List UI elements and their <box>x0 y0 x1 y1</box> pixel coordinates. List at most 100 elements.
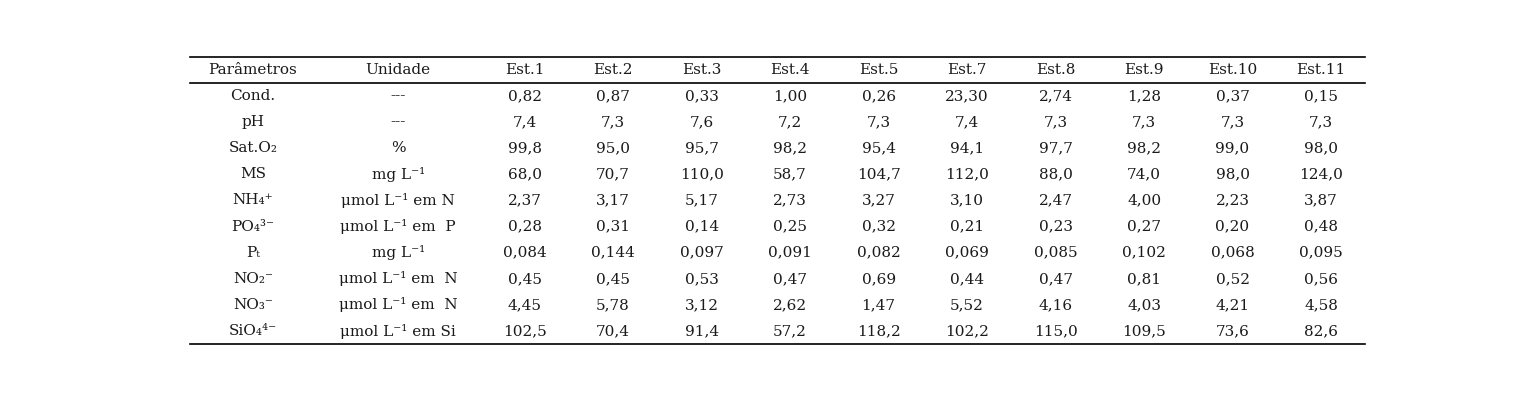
Text: 95,7: 95,7 <box>684 141 719 155</box>
Text: 124,0: 124,0 <box>1299 168 1343 181</box>
Text: 7,3: 7,3 <box>601 115 625 129</box>
Text: Unidade: Unidade <box>366 63 431 77</box>
Text: 1,00: 1,00 <box>774 89 807 103</box>
Text: Est.8: Est.8 <box>1036 63 1076 77</box>
Text: 4,58: 4,58 <box>1305 298 1338 312</box>
Text: 0,87: 0,87 <box>596 89 630 103</box>
Text: 3,17: 3,17 <box>596 193 630 208</box>
Text: Est.10: Est.10 <box>1208 63 1258 77</box>
Text: 2,47: 2,47 <box>1039 193 1073 208</box>
Text: 0,068: 0,068 <box>1211 246 1255 260</box>
Text: 0,14: 0,14 <box>684 220 719 233</box>
Text: Est.2: Est.2 <box>593 63 633 77</box>
Text: NH₄⁺: NH₄⁺ <box>232 193 273 208</box>
Text: 0,095: 0,095 <box>1299 246 1343 260</box>
Text: 0,23: 0,23 <box>1039 220 1073 233</box>
Text: 0,53: 0,53 <box>684 272 719 286</box>
Text: 70,4: 70,4 <box>596 324 630 338</box>
Text: 0,31: 0,31 <box>596 220 630 233</box>
Text: 3,87: 3,87 <box>1305 193 1338 208</box>
Text: 98,2: 98,2 <box>774 141 807 155</box>
Text: 94,1: 94,1 <box>950 141 985 155</box>
Text: 70,7: 70,7 <box>596 168 630 181</box>
Text: μmol L⁻¹ em  N: μmol L⁻¹ em N <box>338 297 458 312</box>
Text: pH: pH <box>241 115 264 129</box>
Text: 1,47: 1,47 <box>862 298 895 312</box>
Text: 5,52: 5,52 <box>950 298 985 312</box>
Text: 1,28: 1,28 <box>1127 89 1161 103</box>
Text: 2,37: 2,37 <box>508 193 542 208</box>
Text: 110,0: 110,0 <box>680 168 724 181</box>
Text: μmol L⁻¹ em N: μmol L⁻¹ em N <box>341 193 455 208</box>
Text: 7,4: 7,4 <box>956 115 978 129</box>
Text: 0,20: 0,20 <box>1215 220 1250 233</box>
Text: 0,48: 0,48 <box>1305 220 1338 233</box>
Text: 2,23: 2,23 <box>1215 193 1250 208</box>
Text: 0,32: 0,32 <box>862 220 895 233</box>
Text: 58,7: 58,7 <box>774 168 807 181</box>
Text: 4,21: 4,21 <box>1215 298 1250 312</box>
Text: 3,27: 3,27 <box>862 193 895 208</box>
Text: 0,56: 0,56 <box>1305 272 1338 286</box>
Text: 0,37: 0,37 <box>1215 89 1250 103</box>
Text: Est.1: Est.1 <box>505 63 545 77</box>
Text: Est.3: Est.3 <box>683 63 721 77</box>
Text: 102,5: 102,5 <box>502 324 546 338</box>
Text: 0,82: 0,82 <box>508 89 542 103</box>
Text: 91,4: 91,4 <box>684 324 719 338</box>
Text: 4,00: 4,00 <box>1127 193 1161 208</box>
Text: PO₄³⁻: PO₄³⁻ <box>231 220 275 233</box>
Text: 118,2: 118,2 <box>857 324 901 338</box>
Text: 7,3: 7,3 <box>1221 115 1244 129</box>
Text: 7,4: 7,4 <box>513 115 537 129</box>
Text: 82,6: 82,6 <box>1305 324 1338 338</box>
Text: NO₃⁻: NO₃⁻ <box>234 298 273 312</box>
Text: Est.5: Est.5 <box>859 63 898 77</box>
Text: Cond.: Cond. <box>231 89 276 103</box>
Text: 5,17: 5,17 <box>684 193 719 208</box>
Text: 0,085: 0,085 <box>1033 246 1077 260</box>
Text: 0,069: 0,069 <box>945 246 989 260</box>
Text: 88,0: 88,0 <box>1039 168 1073 181</box>
Text: 95,0: 95,0 <box>596 141 630 155</box>
Text: MS: MS <box>240 168 265 181</box>
Text: 3,10: 3,10 <box>950 193 985 208</box>
Text: μmol L⁻¹ em Si: μmol L⁻¹ em Si <box>340 324 457 339</box>
Text: 99,0: 99,0 <box>1215 141 1250 155</box>
Text: 0,52: 0,52 <box>1215 272 1250 286</box>
Text: 7,3: 7,3 <box>1309 115 1333 129</box>
Text: 0,102: 0,102 <box>1123 246 1167 260</box>
Text: Est.4: Est.4 <box>771 63 810 77</box>
Text: 104,7: 104,7 <box>857 168 901 181</box>
Text: 57,2: 57,2 <box>774 324 807 338</box>
Text: 5,78: 5,78 <box>596 298 630 312</box>
Text: 0,097: 0,097 <box>680 246 724 260</box>
Text: 0,084: 0,084 <box>502 246 546 260</box>
Text: 97,7: 97,7 <box>1039 141 1073 155</box>
Text: 115,0: 115,0 <box>1033 324 1077 338</box>
Text: 0,45: 0,45 <box>596 272 630 286</box>
Text: 0,33: 0,33 <box>684 89 719 103</box>
Text: μmol L⁻¹ em  P: μmol L⁻¹ em P <box>340 219 457 234</box>
Text: Est.11: Est.11 <box>1297 63 1346 77</box>
Text: 102,2: 102,2 <box>945 324 989 338</box>
Text: 0,26: 0,26 <box>862 89 895 103</box>
Text: 0,27: 0,27 <box>1127 220 1161 233</box>
Text: 0,082: 0,082 <box>857 246 901 260</box>
Text: 4,16: 4,16 <box>1039 298 1073 312</box>
Text: 4,45: 4,45 <box>508 298 542 312</box>
Text: μmol L⁻¹ em  N: μmol L⁻¹ em N <box>338 272 458 286</box>
Text: Est.9: Est.9 <box>1124 63 1164 77</box>
Text: Est.7: Est.7 <box>948 63 986 77</box>
Text: 109,5: 109,5 <box>1123 324 1167 338</box>
Text: NO₂⁻: NO₂⁻ <box>232 272 273 286</box>
Text: 0,47: 0,47 <box>1039 272 1073 286</box>
Text: Pₜ: Pₜ <box>246 246 259 260</box>
Text: 3,12: 3,12 <box>684 298 719 312</box>
Text: 0,44: 0,44 <box>950 272 985 286</box>
Text: 0,091: 0,091 <box>768 246 812 260</box>
Text: 23,30: 23,30 <box>945 89 989 103</box>
Text: 0,47: 0,47 <box>774 272 807 286</box>
Text: 7,2: 7,2 <box>778 115 802 129</box>
Text: 0,15: 0,15 <box>1305 89 1338 103</box>
